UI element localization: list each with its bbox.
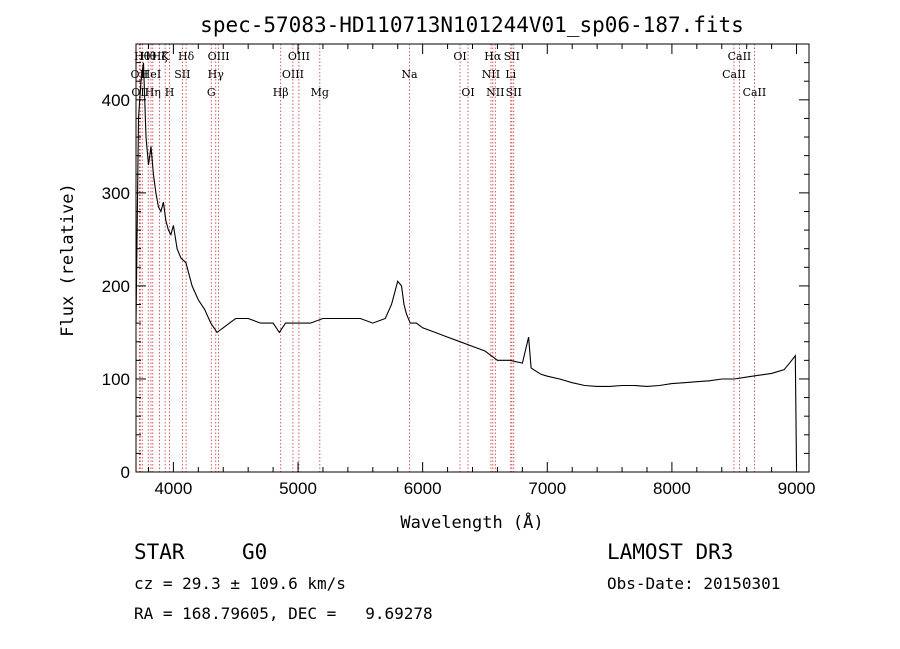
obs-date-text: Obs-Date: 20150301 xyxy=(607,574,781,593)
line-label: SII xyxy=(506,86,522,99)
x-tick-label: 6000 xyxy=(404,479,442,498)
y-axis-label: Flux (relative) xyxy=(58,183,78,337)
y-axis: 0 100 200 300 400 xyxy=(102,43,809,482)
line-label: OI xyxy=(453,50,466,63)
line-label: G xyxy=(207,86,216,99)
line-label: K xyxy=(161,50,170,63)
line-label: Mg xyxy=(311,86,329,99)
line-label: Li xyxy=(505,68,516,81)
line-label: CaII xyxy=(728,50,752,63)
plot-frame xyxy=(135,43,810,473)
line-label: OIII xyxy=(288,50,310,63)
y-tick-label: 400 xyxy=(102,91,130,110)
line-label: Hζ xyxy=(152,50,168,63)
y-tick-label: 300 xyxy=(102,184,130,203)
line-label: H xyxy=(165,86,175,99)
line-label: CaII xyxy=(743,86,767,99)
line-label: Hη xyxy=(145,86,161,99)
line-label: OIII xyxy=(208,50,230,63)
spectrum-line xyxy=(135,62,798,468)
line-label: Hα xyxy=(484,50,502,63)
chart-title: spec-57083-HD110713N101244V01_sp06-187.f… xyxy=(200,13,744,37)
radec-text: RA = 168.79605, DEC = 9.69278 xyxy=(134,604,433,623)
line-label: Hγ xyxy=(208,68,225,81)
line-labels: OIIOIIHθHθHeIHηHζKHSIIHδGHγOIIIHβOIIIOII… xyxy=(131,50,767,99)
line-label: NII xyxy=(486,86,504,99)
line-label: SII xyxy=(174,68,190,81)
line-label: OIII xyxy=(282,68,304,81)
x-axis: 4000 5000 6000 7000 8000 9000 xyxy=(147,44,816,498)
redshift-text: cz = 29.3 ± 109.6 km/s xyxy=(134,574,346,593)
x-tick-label: 8000 xyxy=(653,479,691,498)
object-class: STAR xyxy=(134,540,185,564)
y-tick-label: 0 xyxy=(121,463,130,482)
survey-name: LAMOST DR3 xyxy=(607,540,734,564)
x-tick-label: 7000 xyxy=(528,479,566,498)
x-tick-label: 9000 xyxy=(778,479,816,498)
line-label: HeI xyxy=(141,68,161,81)
line-label: Hδ xyxy=(178,50,195,63)
line-label: NII xyxy=(482,68,500,81)
x-axis-label: Wavelength (Å) xyxy=(400,511,543,533)
line-markers xyxy=(138,44,755,472)
y-tick-label: 100 xyxy=(102,370,130,389)
line-label: Hβ xyxy=(273,86,289,99)
line-label: Hθ xyxy=(140,50,157,63)
line-label: Hθ xyxy=(134,50,151,63)
line-label: CaII xyxy=(722,68,746,81)
line-label: Na xyxy=(401,68,418,81)
series-group xyxy=(135,62,798,468)
x-tick-label: 4000 xyxy=(154,479,192,498)
line-label: SII xyxy=(504,50,520,63)
line-label: OI xyxy=(461,86,474,99)
y-tick-label: 200 xyxy=(102,277,130,296)
object-subclass: G0 xyxy=(242,540,268,564)
x-tick-label: 5000 xyxy=(279,479,317,498)
